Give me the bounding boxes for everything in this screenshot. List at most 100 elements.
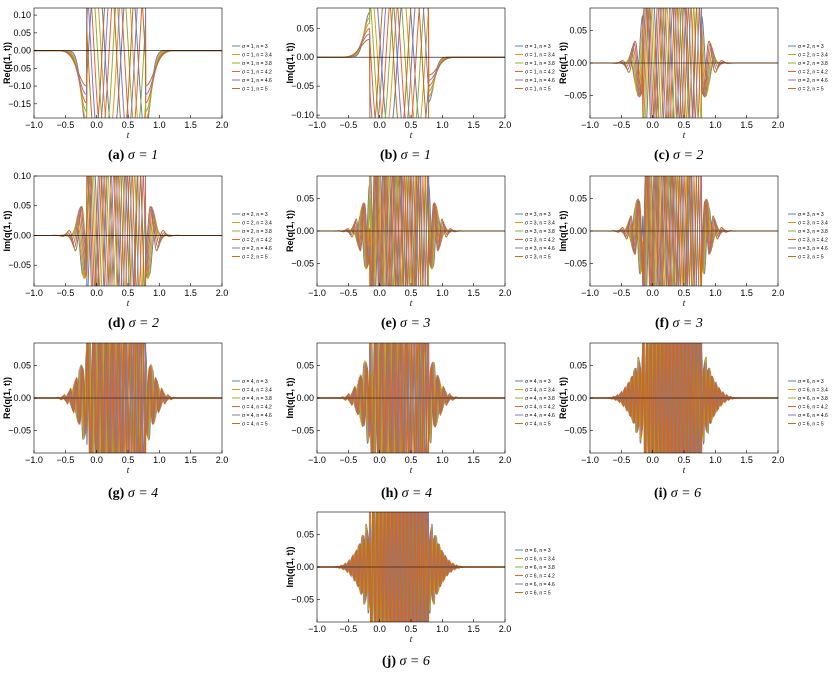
x-tick-label: 1.5	[740, 120, 753, 130]
x-axis-label: t	[410, 298, 413, 308]
legend-label: σ = 1, n = 3.8	[242, 61, 272, 67]
y-tick-label: 0.00	[13, 230, 31, 240]
legend-label: σ = 1, n = 3.4	[525, 52, 555, 58]
y-tick-label: 0.00	[13, 393, 31, 403]
legend-label: σ = 1, n = 4.2	[242, 69, 272, 75]
x-tick-label: 0.5	[405, 288, 418, 298]
y-tick-label: −0.15	[8, 99, 31, 109]
panel-f: −1.0 −0.5 0.0 0.5 1.0 1.5 2.0 0.05 0.00 −0.05 t Im(…	[556, 168, 828, 328]
chart-j: −1.0 −0.5 0.0 0.5 1.0 1.5 2.0 0.05 0.00 −0.05 t Im(…	[285, 511, 555, 644]
x-tick-label: 2.0	[772, 288, 785, 298]
x-tick-label: −1.0	[308, 120, 326, 130]
legend-label: σ = 1, n = 3	[242, 44, 268, 50]
caption-f: (f) σ = 3	[655, 316, 703, 331]
legend-label: σ = 4, n = 4.2	[242, 404, 272, 410]
x-tick-label: −1.0	[581, 455, 599, 465]
chart-i: −1.0 −0.5 0.0 0.5 1.0 1.5 2.0 0.05 0.00 −0.05 t Re(…	[558, 342, 828, 475]
x-tick-label: 1.5	[184, 120, 197, 130]
legend-label: σ = 6, n = 3	[525, 548, 551, 554]
x-tick-label: 1.0	[153, 120, 166, 130]
x-tick-label: 2.0	[216, 120, 229, 130]
y-axis-label: Im(q(1, t))	[2, 211, 12, 252]
caption-b: (b) σ = 1	[380, 148, 431, 163]
x-tick-label: 0.5	[122, 455, 135, 465]
caption-g: (g) σ = 4	[108, 486, 159, 501]
x-tick-label: 2.0	[216, 455, 229, 465]
legend-label: σ = 4, n = 3	[242, 379, 268, 385]
x-tick-label: 0.0	[646, 455, 659, 465]
panel-c: −1.0 −0.5 0.0 0.5 1.0 1.5 2.0 0.05 0.00 −0.05 t Re(…	[556, 0, 828, 160]
x-tick-label: −1.0	[25, 455, 43, 465]
y-tick-label: 0.00	[569, 226, 587, 236]
chart-c: −1.0 −0.5 0.0 0.5 1.0 1.5 2.0 0.05 0.00 −0.05 t Re(…	[558, 7, 828, 140]
chart-d: −1.0 −0.5 0.0 0.5 1.0 1.5 2.0 0.10 0.05 0.00 −0.05…	[2, 171, 272, 308]
y-axis-label: Re(q(1, t))	[558, 377, 568, 419]
x-tick-label: 1.0	[436, 455, 449, 465]
legend-label: σ = 3, n = 3.4	[525, 220, 555, 226]
x-tick-label: 0.5	[405, 120, 418, 130]
legend: σ = 3, n = 3 σ = 3, n = 3.4 σ = 3, n = 3.8…	[515, 212, 555, 260]
x-axis-label: t	[683, 465, 686, 475]
y-tick-label: −0.10	[8, 81, 31, 91]
y-axis-label: Re(q(1, t))	[2, 42, 12, 84]
legend: σ = 2, n = 3 σ = 2, n = 3.4 σ = 2, n = 3.8…	[788, 44, 828, 92]
y-tick-label: 0.05	[296, 194, 314, 204]
x-tick-label: 2.0	[216, 288, 229, 298]
x-tick-label: 0.0	[90, 288, 103, 298]
legend-label: σ = 2, n = 3.8	[242, 229, 272, 235]
x-tick-label: −0.5	[339, 120, 357, 130]
y-tick-label: −0.05	[291, 425, 314, 435]
x-tick-label: −0.5	[339, 288, 357, 298]
legend-label: σ = 1, n = 4.6	[242, 78, 272, 84]
y-tick-label: 0.00	[13, 46, 31, 56]
caption-d: (d) σ = 2	[108, 316, 159, 331]
x-tick-label: 1.5	[467, 455, 480, 465]
legend-label: σ = 2, n = 4.2	[242, 237, 272, 243]
x-tick-label: 1.0	[709, 455, 722, 465]
legend-label: σ = 3, n = 3.8	[525, 229, 555, 235]
legend-label: σ = 2, n = 3.8	[798, 61, 828, 67]
legend-label: σ = 3, n = 5	[525, 254, 551, 260]
y-tick-label: −0.05	[8, 260, 31, 270]
y-tick-label: 0.05	[569, 194, 587, 204]
legend-label: σ = 1, n = 4.6	[525, 78, 555, 84]
y-tick-label: 0.00	[569, 58, 587, 68]
x-tick-label: 0.5	[122, 120, 135, 130]
legend: σ = 2, n = 3 σ = 2, n = 3.4 σ = 2, n = 3.8…	[232, 212, 272, 260]
y-tick-label: 0.05	[13, 201, 31, 211]
y-axis-label: Im(q(1, t))	[285, 547, 295, 588]
y-tick-label: 0.05	[296, 361, 314, 371]
x-tick-label: −1.0	[308, 624, 326, 634]
x-tick-label: 1.0	[153, 455, 166, 465]
x-tick-label: 2.0	[499, 455, 512, 465]
x-tick-label: 1.0	[709, 288, 722, 298]
panel-j: −1.0 −0.5 0.0 0.5 1.0 1.5 2.0 0.05 0.00 −0.05 t Im(…	[283, 504, 555, 664]
x-tick-label: 0.0	[373, 120, 386, 130]
chart-a: −1.0 −0.5 0.0 0.5 1.0 1.5 2.0 0.10 0.05 0.00 −0.05…	[2, 7, 272, 140]
legend-label: σ = 4, n = 3.8	[525, 396, 555, 402]
legend-label: σ = 1, n = 3	[525, 44, 551, 50]
legend-label: σ = 4, n = 4.6	[525, 413, 555, 419]
legend-label: σ = 2, n = 4.6	[242, 246, 272, 252]
y-tick-label: 0.00	[296, 393, 314, 403]
chart-e: −1.0 −0.5 0.0 0.5 1.0 1.5 2.0 0.05 0.00 −0.05 t Re(…	[285, 175, 555, 308]
x-tick-label: 0.0	[646, 288, 659, 298]
legend-label: σ = 2, n = 3	[242, 212, 268, 218]
legend-label: σ = 3, n = 5	[798, 254, 824, 260]
x-axis-label: t	[410, 634, 413, 644]
x-axis-label: t	[127, 298, 130, 308]
legend-label: σ = 1, n = 5	[242, 86, 268, 92]
y-tick-label: 0.10	[13, 10, 31, 20]
x-tick-label: 2.0	[772, 455, 785, 465]
y-tick-label: −0.10	[291, 110, 314, 120]
x-tick-label: 1.5	[740, 288, 753, 298]
x-tick-label: 1.0	[436, 120, 449, 130]
legend-label: σ = 6, n = 3	[798, 379, 824, 385]
legend-label: σ = 2, n = 5	[798, 86, 824, 92]
legend-label: σ = 3, n = 3	[525, 212, 551, 218]
chart-b: −1.0 −0.5 0.0 0.5 1.0 1.5 2.0 0.05 0.00 −0.05 −0.1…	[285, 7, 555, 140]
chart-f: −1.0 −0.5 0.0 0.5 1.0 1.5 2.0 0.05 0.00 −0.05 t Im(…	[558, 175, 828, 308]
x-axis-label: t	[127, 465, 130, 475]
x-tick-label: 0.0	[90, 120, 103, 130]
legend-label: σ = 6, n = 5	[525, 590, 551, 596]
